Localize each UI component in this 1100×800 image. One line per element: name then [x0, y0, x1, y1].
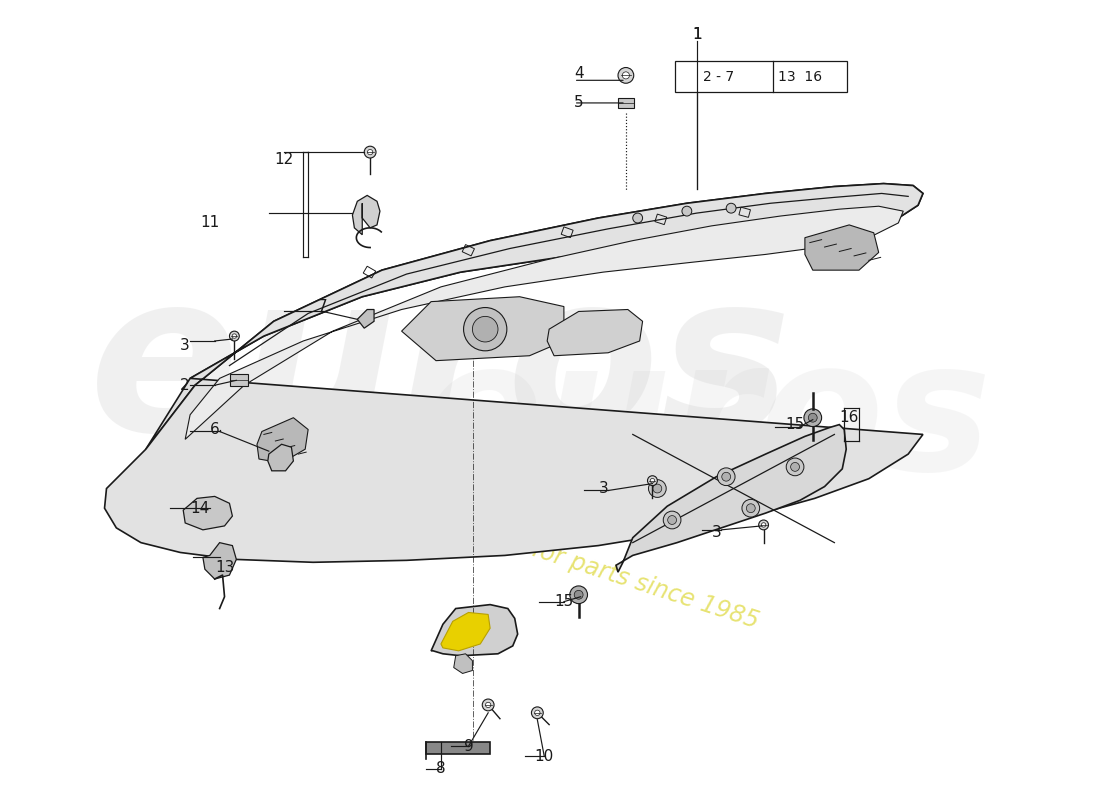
Polygon shape — [267, 444, 294, 471]
Bar — [654, 214, 667, 225]
Circle shape — [791, 462, 800, 471]
Circle shape — [632, 213, 642, 223]
Text: 4: 4 — [574, 66, 583, 81]
Circle shape — [804, 409, 822, 426]
Polygon shape — [146, 183, 923, 449]
Text: 3: 3 — [180, 338, 190, 354]
Circle shape — [808, 414, 817, 422]
Polygon shape — [184, 496, 232, 530]
Circle shape — [786, 458, 804, 476]
Circle shape — [463, 307, 507, 351]
Circle shape — [367, 150, 373, 154]
Polygon shape — [616, 425, 846, 572]
Text: euros: euros — [89, 263, 793, 478]
Circle shape — [648, 476, 658, 486]
Circle shape — [761, 522, 766, 527]
Polygon shape — [104, 183, 923, 562]
Bar — [618, 98, 634, 108]
Circle shape — [663, 511, 681, 529]
Text: 7: 7 — [318, 299, 328, 314]
Circle shape — [717, 468, 735, 486]
Circle shape — [668, 515, 676, 525]
Text: 13  16: 13 16 — [778, 70, 822, 84]
Circle shape — [726, 203, 736, 213]
Bar — [675, 61, 847, 92]
Polygon shape — [358, 310, 374, 328]
Circle shape — [722, 472, 730, 481]
Text: 13: 13 — [214, 560, 234, 574]
Circle shape — [535, 710, 540, 715]
Text: 5: 5 — [574, 95, 583, 110]
Circle shape — [232, 334, 236, 338]
Text: 8: 8 — [436, 762, 446, 776]
Circle shape — [531, 707, 543, 718]
Circle shape — [653, 484, 662, 493]
Text: 2 - 7: 2 - 7 — [703, 70, 734, 84]
Text: 9: 9 — [463, 738, 473, 754]
Bar — [426, 742, 491, 754]
Polygon shape — [453, 654, 472, 674]
Polygon shape — [441, 613, 491, 651]
Circle shape — [650, 478, 654, 483]
Polygon shape — [805, 225, 879, 270]
Text: 6: 6 — [210, 422, 220, 437]
Text: a passion for parts since 1985: a passion for parts since 1985 — [415, 501, 762, 634]
Text: 3: 3 — [598, 481, 608, 496]
Circle shape — [649, 480, 667, 498]
Circle shape — [472, 316, 498, 342]
Text: 3: 3 — [712, 526, 722, 540]
Polygon shape — [257, 418, 308, 463]
Bar — [739, 207, 750, 218]
Bar — [363, 266, 376, 278]
Text: 10: 10 — [535, 749, 554, 763]
Polygon shape — [202, 542, 236, 579]
Circle shape — [364, 146, 376, 158]
Text: 1: 1 — [692, 26, 702, 42]
Circle shape — [230, 331, 240, 341]
Bar — [561, 227, 573, 238]
Text: 12: 12 — [274, 151, 294, 166]
Circle shape — [623, 72, 629, 79]
Circle shape — [759, 520, 769, 530]
Bar — [230, 374, 249, 386]
Polygon shape — [431, 605, 518, 656]
Circle shape — [747, 504, 756, 513]
Circle shape — [482, 699, 494, 711]
Text: 15: 15 — [785, 417, 805, 432]
Circle shape — [485, 702, 491, 707]
Polygon shape — [185, 206, 903, 439]
Text: 11: 11 — [200, 215, 219, 230]
Text: 14: 14 — [190, 501, 210, 516]
Text: 15: 15 — [554, 594, 573, 609]
Text: 1: 1 — [692, 26, 702, 42]
Circle shape — [682, 206, 692, 216]
Text: 16: 16 — [839, 410, 859, 426]
Polygon shape — [352, 195, 379, 234]
Polygon shape — [402, 297, 564, 361]
Circle shape — [574, 590, 583, 599]
Circle shape — [618, 67, 634, 83]
Circle shape — [570, 586, 587, 604]
Text: 2: 2 — [180, 378, 190, 393]
Polygon shape — [547, 310, 642, 356]
Bar — [462, 245, 474, 256]
Text: euros: euros — [421, 332, 992, 508]
Circle shape — [741, 499, 760, 517]
